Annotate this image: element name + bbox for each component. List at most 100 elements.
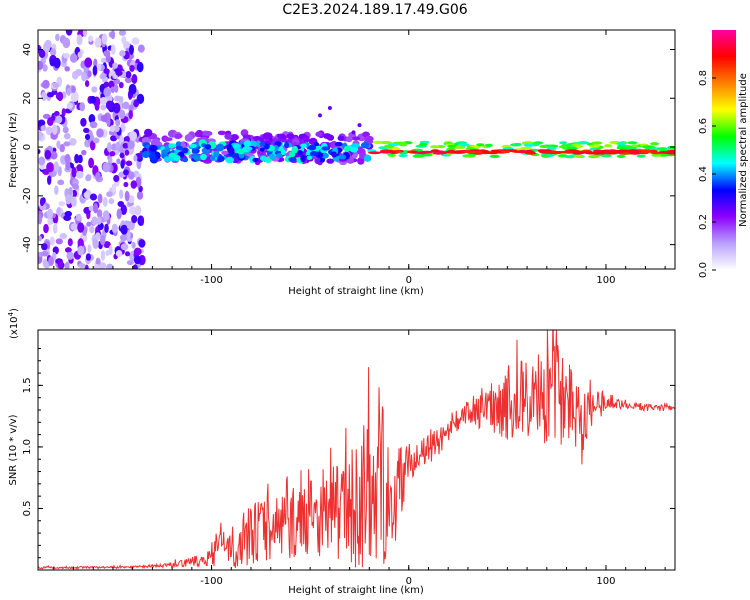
heatmap-cell (114, 84, 119, 93)
spectrogram-x-tick-label: 100 (596, 275, 615, 286)
heatmap-cell (38, 119, 46, 127)
colorbar-tick-label: 0.0 (698, 262, 709, 278)
colorbar-tick-label: 0.2 (698, 214, 709, 230)
heatmap-cell (232, 143, 241, 149)
heatmap-cell (484, 143, 493, 147)
heatmap-cell (216, 143, 225, 152)
heatmap-cell (616, 142, 627, 146)
spectrogram-y-axis-label: Frequency (Hz) (8, 112, 19, 188)
heatmap-cell (175, 141, 182, 147)
heatmap-cell (518, 149, 527, 153)
heatmap-cell (128, 44, 135, 55)
heatmap-cell (243, 140, 251, 147)
heatmap-cell (470, 150, 484, 154)
heatmap-cell (68, 138, 77, 146)
page-title: C2E3.2024.189.17.49.G06 (282, 2, 468, 18)
heatmap-cell (421, 153, 433, 157)
heatmap-cell (54, 185, 59, 195)
heatmap-cell (236, 149, 246, 155)
heatmap-cell (110, 30, 116, 40)
heatmap-cell (57, 91, 64, 102)
heatmap-cell (124, 149, 130, 156)
heatmap-cell (47, 218, 52, 226)
heatmap-cell (616, 154, 626, 158)
heatmap-cell (79, 102, 86, 112)
heatmap-cell (84, 80, 90, 88)
heatmap-cell (627, 151, 642, 155)
heatmap-cell (89, 225, 95, 234)
heatmap-cell (182, 147, 189, 154)
heatmap-cell (286, 133, 295, 140)
heatmap-cell (259, 155, 267, 162)
heatmap-cell (136, 93, 145, 105)
heatmap-cell (38, 60, 44, 70)
heatmap-cell (343, 145, 351, 152)
heatmap-cell (84, 57, 93, 68)
heatmap-cell (108, 198, 115, 205)
heatmap-cell (103, 87, 112, 97)
heatmap-cell (59, 232, 67, 240)
heatmap-cell (38, 214, 43, 225)
heatmap-cell (59, 144, 65, 153)
heatmap-cell (380, 141, 393, 145)
heatmap-cell (102, 196, 108, 207)
heatmap-cell (81, 71, 87, 82)
heatmap-cell (458, 143, 470, 147)
heatmap-cell (100, 104, 107, 111)
heatmap-cell (57, 260, 63, 269)
heatmap-cell (125, 70, 132, 79)
heatmap-cell (50, 151, 58, 160)
heatmap-cell (131, 214, 138, 224)
heatmap-cell (104, 223, 109, 234)
heatmap-cell (47, 91, 54, 98)
heatmap-cell (489, 154, 500, 158)
heatmap-cell (120, 122, 126, 133)
heatmap-cell (68, 186, 73, 196)
heatmap-cell (129, 131, 138, 141)
heatmap-cell (127, 171, 135, 180)
heatmap-cell (115, 119, 121, 127)
heatmap-cell (398, 154, 408, 158)
heatmap-cell (627, 141, 638, 145)
heatmap-cell (41, 91, 47, 102)
colorbar-tick-label: 0.4 (698, 166, 709, 182)
heatmap-cell (364, 135, 374, 143)
spectrogram-y-tick-label: 20 (22, 92, 33, 105)
heatmap-cell (573, 154, 584, 158)
heatmap-cell (597, 151, 606, 155)
heatmap-cell (509, 143, 522, 147)
spectrogram-axes: -100 0 100 -40 -20 0 20 40 (22, 30, 675, 286)
heatmap-cell (173, 154, 181, 162)
heatmap-cell (111, 223, 118, 234)
heatmap-cell (45, 126, 53, 136)
heatmap-cell (161, 149, 168, 155)
heatmap-cell (95, 171, 101, 181)
heatmap-cell (306, 155, 313, 160)
heatmap-cell (132, 264, 138, 269)
heatmap-cell (69, 53, 78, 63)
heatmap-cell (288, 157, 297, 162)
heatmap-cell (89, 121, 98, 129)
heatmap-cell (70, 196, 77, 208)
heatmap-cell (175, 145, 184, 151)
heatmap-cell (124, 190, 130, 202)
heatmap-cell (93, 263, 100, 269)
heatmap-cell (337, 135, 345, 141)
heatmap-cell (44, 149, 52, 160)
heatmap-cell (62, 126, 69, 134)
heatmap-cell (168, 144, 174, 149)
heatmap-cell (118, 81, 124, 89)
heatmap-cell (67, 238, 73, 247)
heatmap-cell (476, 143, 485, 147)
heatmap-cell (123, 181, 129, 188)
heatmap-cell (617, 144, 626, 148)
spectrogram-x-tick-label: 0 (406, 275, 412, 286)
heatmap-cell (137, 44, 145, 53)
heatmap-cell (101, 33, 108, 45)
heatmap-cell (62, 53, 70, 59)
heatmap-cell (131, 73, 138, 85)
heatmap-cell (105, 249, 110, 257)
heatmap-cell (47, 175, 52, 186)
heatmap-cell (245, 146, 253, 151)
heatmap-cell (62, 37, 71, 49)
